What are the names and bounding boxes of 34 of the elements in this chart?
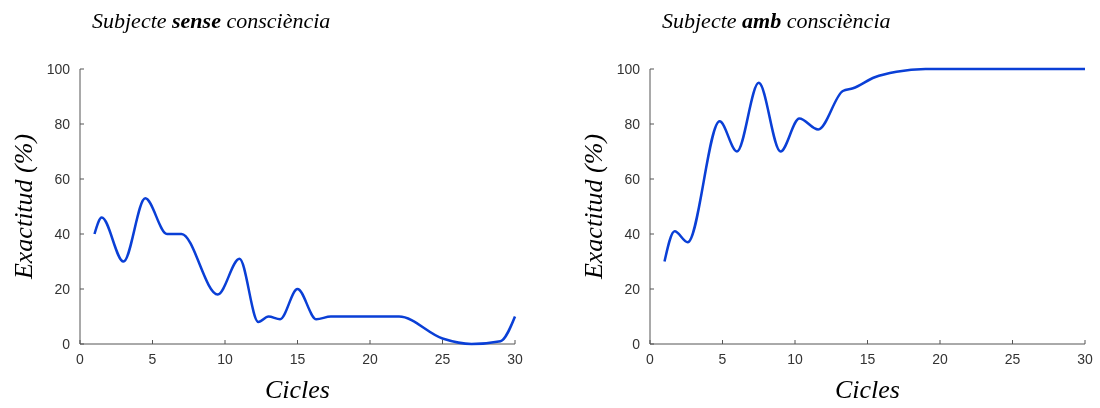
x-tick-label: 10: [217, 351, 233, 367]
y-tick-label: 40: [54, 226, 71, 242]
y-axis-title: Exactitud (%): [9, 133, 38, 281]
chart-title: Subjecte amb consciència: [662, 8, 891, 33]
x-tick-label: 20: [362, 351, 378, 367]
y-tick-label: 0: [62, 336, 71, 352]
x-tick-label: 0: [646, 351, 655, 367]
line-series: [663, 67, 1087, 263]
y-tick-label: 60: [54, 171, 71, 187]
x-tick-label: 25: [434, 351, 451, 367]
y-axis-title: Exactitud (%): [579, 133, 608, 281]
x-tick-label: 10: [787, 351, 803, 367]
y-tick-label: 40: [624, 226, 641, 242]
x-tick-label: 5: [148, 351, 157, 367]
x-tick-label: 30: [1077, 351, 1093, 367]
x-axis-title: Cicles: [835, 375, 900, 404]
y-tick-label: 100: [616, 61, 641, 77]
line-series: [93, 197, 517, 346]
x-tick-label: 5: [718, 351, 727, 367]
x-tick-label: 15: [289, 351, 306, 367]
y-tick-label: 60: [624, 171, 641, 187]
y-tick-label: 80: [624, 116, 641, 132]
x-tick-label: 15: [859, 351, 876, 367]
x-tick-label: 30: [507, 351, 523, 367]
y-tick-label: 0: [632, 336, 641, 352]
y-tick-label: 80: [54, 116, 71, 132]
y-tick-label: 20: [54, 281, 71, 297]
chart-title: Subjecte sense consciència: [92, 8, 331, 33]
y-tick-label: 20: [624, 281, 641, 297]
y-tick-label: 100: [46, 61, 71, 77]
x-tick-label: 25: [1004, 351, 1021, 367]
x-tick-label: 20: [932, 351, 948, 367]
x-axis-title: Cicles: [265, 375, 330, 404]
x-tick-label: 0: [76, 351, 85, 367]
